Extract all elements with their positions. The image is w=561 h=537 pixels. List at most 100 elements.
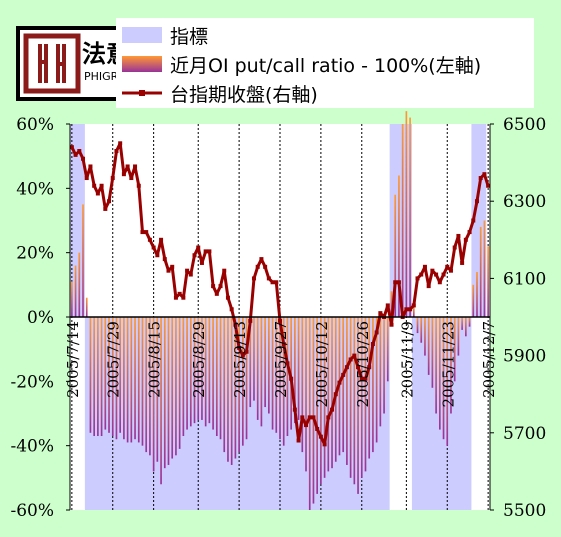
ratio-bar [349,317,352,478]
legend-label-ratio: 近月OI put/call ratio - 100%(左軸) [170,54,482,77]
ratio-bar [353,317,356,485]
ratio-bar [271,317,274,430]
ratio-bar [97,317,99,437]
ratio-bar [450,317,452,414]
ratio-bar [465,317,467,337]
ratio-bar [234,317,237,459]
close-point [151,245,156,250]
close-point [393,280,398,285]
close-point [144,230,149,235]
ratio-bar [479,226,482,317]
close-point [155,253,160,258]
ratio-bar [442,317,445,440]
ratio-bar [357,317,359,494]
ratio-bar [134,317,136,440]
close-point [471,218,476,223]
close-point [344,365,349,370]
close-point [140,230,145,235]
close-point [181,295,186,300]
ratio-bar [171,317,174,459]
close-point [125,164,130,169]
ratio-bar [312,317,315,504]
close-point [478,176,483,181]
close-point [333,392,338,397]
ratio-bar [394,194,397,317]
close-point [92,183,97,188]
close-point [84,176,89,181]
close-point [289,376,294,381]
x-tick-label: 2005/8/15 [146,321,164,398]
ratio-bar [275,317,278,433]
close-point [73,152,78,157]
y-left-tick-label: 40% [16,179,54,199]
ratio-bar [186,317,188,430]
close-point [222,268,227,273]
ratio-bar [305,317,307,472]
ratio-bar [245,317,248,440]
x-tick-label: 2005/8/29 [190,321,208,398]
ratio-bar [238,317,240,453]
close-point [159,237,164,242]
ratio-bar [476,271,478,317]
ratio-bar [145,317,148,453]
ratio-bar [446,317,449,446]
ratio-bar [379,317,382,427]
ratio-bar [294,317,296,424]
ratio-bar [316,317,319,494]
ratio-bar [249,317,252,408]
ratio-bar [256,317,259,420]
close-point [434,272,439,277]
ratio-bar [268,317,270,414]
ratio-bar [108,317,110,433]
x-tick-label: 2005/12/7 [480,321,498,398]
ratio-bar [119,317,122,433]
ratio-bar [412,307,415,317]
close-point [426,284,431,289]
close-point [467,230,472,235]
ratio-bar [156,317,159,462]
legend-item-indicator: 指標 [116,22,208,48]
close-point [110,176,115,181]
ratio-bar [137,317,140,443]
close-point [337,380,342,385]
close-point [374,330,379,335]
ratio-bar [334,317,337,462]
ratio-bar [219,317,222,440]
y-right-tick-label: 6100 [503,269,546,289]
ratio-bar [468,317,471,327]
ratio-bar [126,317,129,443]
close-point [225,295,230,300]
ratio-bar [130,317,133,443]
close-point [356,365,361,370]
close-point [103,206,108,211]
close-point [129,176,134,181]
ratio-bar [435,317,437,414]
ratio-bar [457,317,460,356]
ratio-bar [253,317,255,401]
close-point [121,172,126,177]
legend-swatch-indicator [122,25,162,45]
close-point [396,280,401,285]
ratio-bar [82,204,84,317]
ratio-bar [453,317,456,382]
ratio-bar [487,246,489,317]
ratio-bar [71,281,73,317]
y-left-tick-label: 60% [16,115,54,135]
ratio-bar [215,317,218,437]
ratio-bar [427,317,430,375]
ratio-bar [85,297,88,317]
close-point [408,307,413,312]
ratio-bar [230,317,233,465]
y-left-tick-label: 20% [16,244,54,264]
close-point [133,164,138,169]
close-point [95,191,100,196]
close-point [348,357,353,362]
tick-labels-layer: -60% -40% -20% 0% 20% 40% 60% 5500 5700 5900 6100 6… [10,115,546,521]
close-point [300,415,305,420]
legend-swatch-ratio [122,54,162,74]
ratio-bar [264,317,266,408]
close-point [330,407,335,412]
close-point [211,284,216,289]
close-point [370,342,375,347]
close-point [147,237,152,242]
